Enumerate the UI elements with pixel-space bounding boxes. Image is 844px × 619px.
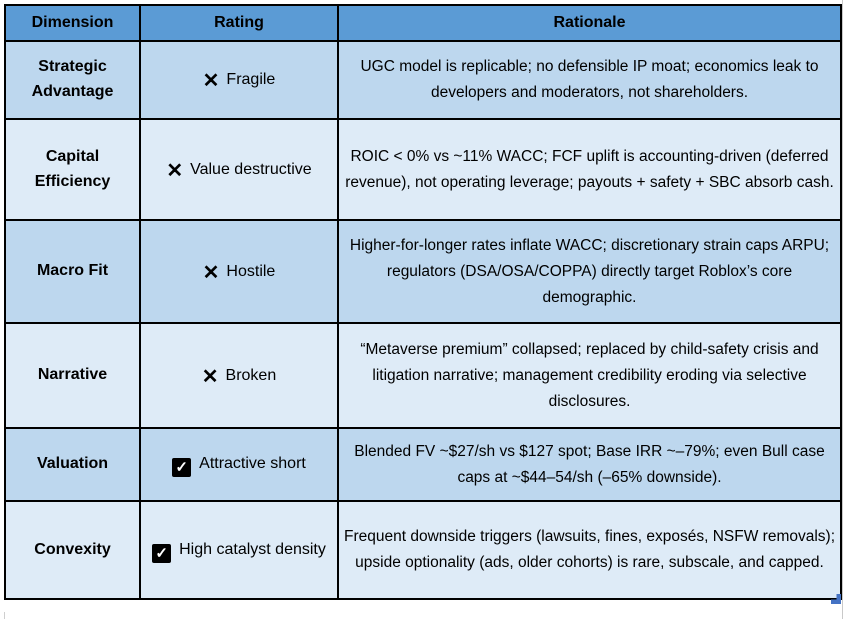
rationale-cell[interactable]: UGC model is replicable; no defensible I… <box>337 40 842 120</box>
x-mark-icon: ✕ <box>202 261 220 284</box>
x-mark-icon: ✕ <box>202 70 220 92</box>
dimension-cell[interactable]: Narrative <box>4 322 141 429</box>
column-header-dimension[interactable]: Dimension <box>4 4 141 42</box>
rationale-cell[interactable]: Frequent downside triggers (lawsuits, fi… <box>337 500 842 600</box>
check-glyph: ✓ <box>175 459 188 476</box>
table-row: Strategic Advantage ✕ Fragile UGC model i… <box>4 40 842 120</box>
column-header-rating[interactable]: Rating <box>139 4 339 42</box>
page-edge-line <box>842 0 843 619</box>
rating-cell[interactable]: ✓ Attractive short <box>139 427 339 502</box>
rating-cell[interactable]: ✕ Value destructive <box>139 118 339 221</box>
column-header-rationale[interactable]: Rationale <box>337 4 842 42</box>
table-row: Valuation ✓ Attractive short Blended FV ~… <box>4 427 842 502</box>
assessment-table: Dimension Rating Rationale Strategic Adv… <box>4 4 842 600</box>
page-edge-line <box>4 612 5 619</box>
rating-label: Value destructive <box>190 160 312 178</box>
rating-label: Hostile <box>226 262 276 280</box>
rating-cell[interactable]: ✓ High catalyst density <box>139 500 339 600</box>
rating-label: Fragile <box>226 71 276 88</box>
table-row: Narrative ✕ Broken “Metaverse premium” co… <box>4 322 842 429</box>
dimension-cell[interactable]: Macro Fit <box>4 219 141 324</box>
rating-cell[interactable]: ✕ Broken <box>139 322 339 429</box>
rationale-cell[interactable]: Higher-for-longer rates inflate WACC; di… <box>337 219 842 324</box>
table-row: Capital Efficiency ✕ Value destructive RO… <box>4 118 842 221</box>
dimension-cell[interactable]: Convexity <box>4 500 141 600</box>
checkbox-checked-icon: ✓ <box>152 543 172 563</box>
dimension-cell[interactable]: Strategic Advantage <box>4 40 141 120</box>
dimension-cell[interactable]: Capital Efficiency <box>4 118 141 221</box>
rating-cell[interactable]: ✕ Fragile <box>139 40 339 120</box>
rating-label: Broken <box>225 366 277 384</box>
check-glyph: ✓ <box>155 544 168 562</box>
x-mark-icon: ✕ <box>201 365 219 388</box>
rating-label: High catalyst density <box>179 540 326 558</box>
checkbox-checked-icon: ✓ <box>172 458 192 477</box>
header-row: Dimension Rating Rationale <box>4 4 842 42</box>
rating-cell[interactable]: ✕ Hostile <box>139 219 339 324</box>
dimension-cell[interactable]: Valuation <box>4 427 141 502</box>
x-mark-icon: ✕ <box>166 159 184 182</box>
rationale-cell[interactable]: Blended FV ~$27/sh vs $127 spot; Base IR… <box>337 427 842 502</box>
table-row: Convexity ✓ High catalyst density Frequen… <box>4 500 842 600</box>
rationale-cell[interactable]: “Metaverse premium” collapsed; replaced … <box>337 322 842 429</box>
rationale-cell[interactable]: ROIC < 0% vs ~11% WACC; FCF uplift is ac… <box>337 118 842 221</box>
table-row: Macro Fit ✕ Hostile Higher-for-longer rat… <box>4 219 842 324</box>
rating-label: Attractive short <box>199 455 306 472</box>
